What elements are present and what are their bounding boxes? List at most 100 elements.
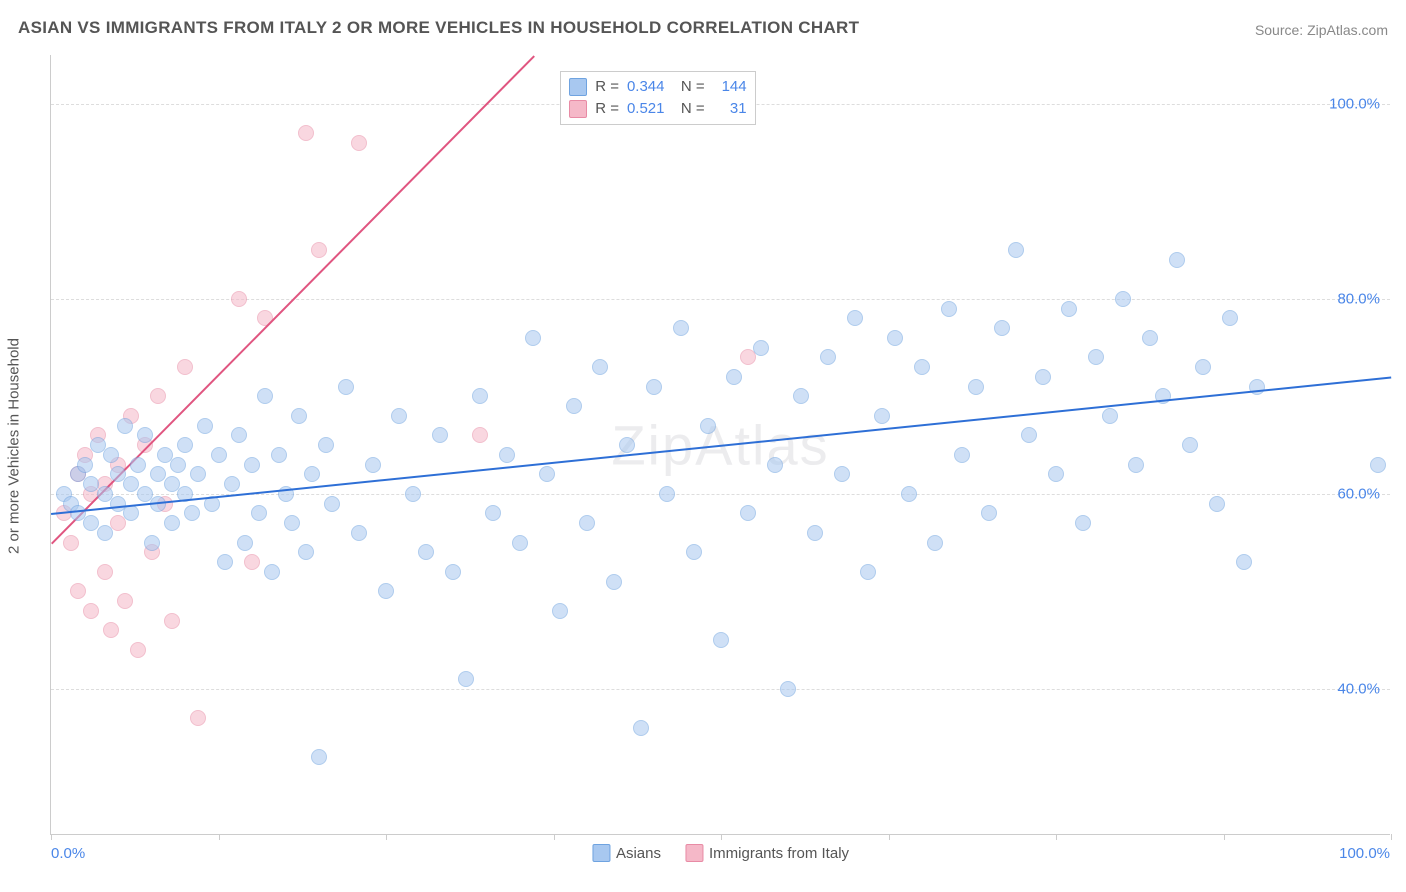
- point-asians: [525, 330, 541, 346]
- xtick-mark: [1056, 834, 1057, 840]
- point-asians: [338, 379, 354, 395]
- stats-box: R =0.344 N =144R =0.521 N =31: [560, 71, 755, 125]
- point-asians: [1195, 359, 1211, 375]
- point-asians: [700, 418, 716, 434]
- point-asians: [458, 671, 474, 687]
- stats-row-asians: R =0.344 N =144: [569, 76, 746, 98]
- ytick-label: 80.0%: [1337, 290, 1380, 307]
- stats-row-italy: R =0.521 N =31: [569, 98, 746, 120]
- point-asians: [1142, 330, 1158, 346]
- point-asians: [264, 564, 280, 580]
- point-asians: [164, 515, 180, 531]
- point-asians: [1115, 291, 1131, 307]
- point-asians: [512, 535, 528, 551]
- point-asians: [324, 496, 340, 512]
- point-italy: [83, 603, 99, 619]
- point-asians: [1048, 466, 1064, 482]
- point-asians: [1370, 457, 1386, 473]
- point-asians: [793, 388, 809, 404]
- point-asians: [130, 457, 146, 473]
- xtick-label: 100.0%: [1339, 845, 1390, 862]
- point-asians: [311, 749, 327, 765]
- xtick-mark: [386, 834, 387, 840]
- point-asians: [887, 330, 903, 346]
- bottom-legend: Asians Immigrants from Italy: [592, 844, 849, 862]
- point-asians: [351, 525, 367, 541]
- point-asians: [271, 447, 287, 463]
- swatch-italy: [685, 844, 703, 862]
- point-asians: [539, 466, 555, 482]
- point-asians: [552, 603, 568, 619]
- point-italy: [177, 359, 193, 375]
- point-asians: [780, 681, 796, 697]
- point-asians: [97, 525, 113, 541]
- point-asians: [485, 505, 501, 521]
- point-asians: [606, 574, 622, 590]
- y-axis-label: 2 or more Vehicles in Household: [6, 338, 23, 554]
- point-asians: [713, 632, 729, 648]
- point-asians: [941, 301, 957, 317]
- xtick-mark: [1224, 834, 1225, 840]
- xtick-mark: [554, 834, 555, 840]
- point-asians: [231, 427, 247, 443]
- point-italy: [97, 564, 113, 580]
- point-asians: [432, 427, 448, 443]
- point-asians: [405, 486, 421, 502]
- point-asians: [298, 544, 314, 560]
- point-italy: [351, 135, 367, 151]
- point-asians: [619, 437, 635, 453]
- point-asians: [318, 437, 334, 453]
- xtick-mark: [721, 834, 722, 840]
- point-asians: [117, 418, 133, 434]
- point-italy: [298, 125, 314, 141]
- point-asians: [633, 720, 649, 736]
- legend-label: Immigrants from Italy: [709, 845, 849, 862]
- point-italy: [103, 622, 119, 638]
- point-asians: [1169, 252, 1185, 268]
- point-asians: [237, 535, 253, 551]
- plot-area: ZipAtlas 40.0%60.0%80.0%100.0%0.0%100.0%…: [50, 55, 1390, 835]
- point-asians: [566, 398, 582, 414]
- point-asians: [1088, 349, 1104, 365]
- point-asians: [1021, 427, 1037, 443]
- point-asians: [190, 466, 206, 482]
- point-asians: [1008, 242, 1024, 258]
- point-asians: [646, 379, 662, 395]
- point-asians: [726, 369, 742, 385]
- point-asians: [291, 408, 307, 424]
- stats-n-label: N =: [673, 100, 705, 117]
- legend-item-asians: Asians: [592, 844, 661, 862]
- gridline: [51, 299, 1390, 300]
- point-asians: [391, 408, 407, 424]
- point-italy: [130, 642, 146, 658]
- point-asians: [177, 437, 193, 453]
- point-asians: [144, 535, 160, 551]
- swatch-asians: [592, 844, 610, 862]
- point-asians: [927, 535, 943, 551]
- point-asians: [365, 457, 381, 473]
- ytick-label: 60.0%: [1337, 485, 1380, 502]
- stats-r-label: R =: [595, 78, 619, 95]
- point-asians: [767, 457, 783, 473]
- point-asians: [217, 554, 233, 570]
- point-italy: [164, 613, 180, 629]
- point-asians: [1209, 496, 1225, 512]
- point-asians: [914, 359, 930, 375]
- xtick-mark: [1391, 834, 1392, 840]
- ytick-label: 100.0%: [1329, 95, 1380, 112]
- point-asians: [901, 486, 917, 502]
- xtick-label: 0.0%: [51, 845, 85, 862]
- point-italy: [472, 427, 488, 443]
- gridline: [51, 689, 1390, 690]
- legend-label: Asians: [616, 845, 661, 862]
- point-asians: [686, 544, 702, 560]
- point-asians: [1102, 408, 1118, 424]
- point-asians: [1035, 369, 1051, 385]
- ytick-label: 40.0%: [1337, 680, 1380, 697]
- stats-n-value: 144: [713, 78, 747, 95]
- point-italy: [70, 583, 86, 599]
- point-asians: [197, 418, 213, 434]
- xtick-mark: [51, 834, 52, 840]
- point-asians: [445, 564, 461, 580]
- legend-item-italy: Immigrants from Italy: [685, 844, 849, 862]
